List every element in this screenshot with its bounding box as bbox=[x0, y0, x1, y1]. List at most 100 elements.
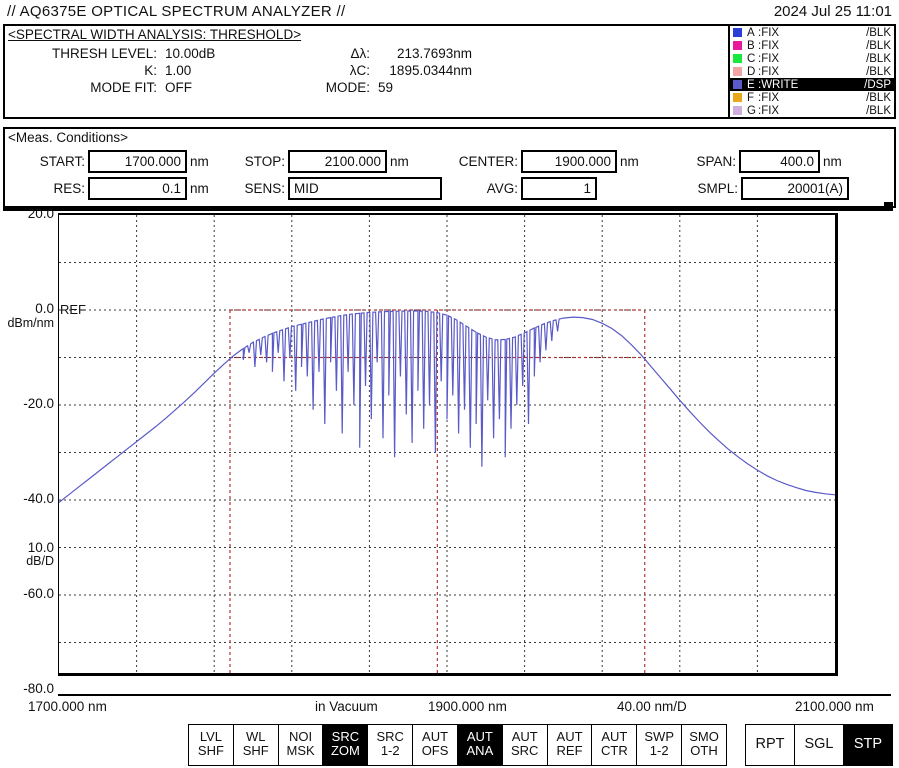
trace-mode-label: :FIX bbox=[758, 91, 780, 104]
trace-row-c[interactable]: C:FIX/BLK bbox=[730, 52, 894, 65]
trace-status-label: /BLK bbox=[866, 39, 891, 52]
center-input[interactable]: 1900.000 bbox=[521, 149, 617, 173]
y-tick--20db: -20.0 bbox=[23, 396, 54, 411]
ref-level-label: REF bbox=[60, 302, 86, 317]
softkey-smo-oth[interactable]: SMO OTH bbox=[681, 725, 726, 765]
trace-mode-label: :FIX bbox=[758, 65, 780, 78]
span-input[interactable]: 400.0 bbox=[739, 149, 820, 173]
trace-mode-label: :WRITE bbox=[758, 78, 799, 91]
softkey-lvl-shf[interactable]: LVL SHF bbox=[189, 725, 233, 765]
stop-label: STOP: bbox=[244, 153, 285, 169]
softkey-src-zom[interactable]: SRC ZOM bbox=[322, 725, 368, 765]
trace-row-f[interactable]: F:FIX/BLK bbox=[730, 91, 894, 104]
spectrum-plot-area[interactable] bbox=[58, 213, 838, 676]
mode-count-row: MODE: 59 bbox=[255, 80, 393, 97]
softkey-aut-ofs[interactable]: AUT OFS bbox=[412, 725, 457, 765]
softkey-label-line1: AUT bbox=[601, 729, 628, 744]
softkey-wl-shf[interactable]: WL SHF bbox=[232, 725, 278, 765]
mode-count-label: MODE: bbox=[325, 80, 370, 95]
smpl-input[interactable]: 20001(A) bbox=[741, 176, 849, 200]
softkey-aut-ctr[interactable]: AUT CTR bbox=[591, 725, 636, 765]
softkey-src-1-2[interactable]: SRC 1-2 bbox=[367, 725, 412, 765]
trace-id-label: A bbox=[747, 26, 755, 39]
softkey-menu-bar: LVL SHF WL SHF NOI MSK SRC ZOM SRC 1-2 AUT OFS AUT AN… bbox=[188, 724, 727, 766]
softkey-label-line1: SMO bbox=[689, 729, 719, 744]
softkey-label-line2: REF bbox=[556, 743, 583, 758]
delta-lambda-row: Δλ: 213.7693nm bbox=[255, 46, 472, 63]
mode-count-value: 59 bbox=[378, 80, 394, 95]
delta-lambda-label: Δλ: bbox=[350, 46, 370, 61]
sweep-key-stp[interactable]: STP bbox=[843, 725, 892, 765]
trace-row-d[interactable]: D:FIX/BLK bbox=[730, 65, 894, 78]
sweep-key-sgl[interactable]: SGL bbox=[794, 725, 843, 765]
x-axis-center-label: 1900.000 nm bbox=[428, 699, 507, 714]
center-label: CENTER: bbox=[458, 153, 518, 169]
softkey-aut-ana[interactable]: AUT ANA bbox=[456, 725, 502, 765]
sens-input[interactable]: MID bbox=[288, 176, 442, 200]
softkey-label-line2: SHF bbox=[242, 743, 269, 758]
trace-color-swatch bbox=[733, 28, 742, 37]
trace-id-label: E bbox=[747, 78, 755, 91]
trace-id-label: F bbox=[747, 91, 755, 104]
spectrum-trace-e bbox=[58, 310, 836, 503]
stop-field: STOP: 2100.000 nm bbox=[187, 149, 409, 173]
y-scale-per-div-value: 10.0 bbox=[27, 540, 54, 555]
y-tick--40db: -40.0 bbox=[23, 491, 54, 506]
softkey-label-line2: OTH bbox=[690, 743, 718, 758]
trace-color-swatch bbox=[733, 41, 742, 50]
trace-status-label: /BLK bbox=[866, 104, 891, 117]
softkey-swp-1-2[interactable]: SWP 1-2 bbox=[636, 725, 681, 765]
softkey-label-line1: SRC bbox=[376, 729, 404, 744]
stop-unit: nm bbox=[390, 153, 409, 169]
softkey-label-line1: LVL bbox=[199, 729, 222, 744]
y-tick-20db: 20.0 bbox=[27, 206, 54, 221]
sens-label: SENS: bbox=[244, 180, 285, 196]
trace-status-label: /BLK bbox=[866, 26, 891, 39]
thresh-level-row: THRESH LEVEL: 10.00dB bbox=[7, 46, 215, 63]
softkey-label-line2: 1-2 bbox=[649, 743, 669, 758]
avg-field: AVG: 1 bbox=[407, 176, 597, 200]
y-tick--80db: -80.0 bbox=[23, 681, 54, 696]
y-scale-per-div-unit: dB/D bbox=[26, 554, 54, 568]
mode-fit-label: MODE FIT: bbox=[90, 80, 157, 95]
trace-mode-label: :FIX bbox=[758, 104, 780, 117]
spectral-width-analysis-panel: <SPECTRAL WIDTH ANALYSIS: THRESHOLD> THR… bbox=[3, 24, 896, 119]
softkey-aut-src[interactable]: AUT SRC bbox=[501, 725, 547, 765]
softkey-aut-ref[interactable]: AUT REF bbox=[546, 725, 592, 765]
meas-conditions-panel: <Meas. Conditions> START: 1700.000 nm STOP:… bbox=[3, 127, 896, 208]
trace-id-label: B bbox=[747, 39, 755, 52]
stop-input[interactable]: 2100.000 bbox=[288, 149, 387, 173]
x-axis-medium-label: in Vacuum bbox=[315, 699, 378, 714]
center-unit: nm bbox=[620, 153, 639, 169]
softkey-noi-msk[interactable]: NOI MSK bbox=[277, 725, 323, 765]
trace-row-a[interactable]: A:FIX/BLK bbox=[730, 26, 894, 39]
softkey-label-line2: MSK bbox=[286, 743, 315, 758]
trace-mode-label: :FIX bbox=[758, 39, 780, 52]
k-row: K: 1.00 bbox=[7, 63, 191, 80]
trace-id-label: G bbox=[747, 104, 756, 117]
trace-row-g[interactable]: G:FIX/BLK bbox=[730, 104, 894, 117]
meas-conditions-header: <Meas. Conditions> bbox=[8, 130, 129, 145]
start-label: START: bbox=[39, 153, 85, 169]
softkey-label-line1: NOI bbox=[289, 729, 313, 744]
x-axis-start-label: 1700.000 nm bbox=[28, 699, 107, 714]
y-tick-0db: 0.0 bbox=[35, 301, 54, 316]
softkey-label-line1: AUT bbox=[422, 729, 449, 744]
trace-color-swatch bbox=[733, 93, 742, 102]
start-unit: nm bbox=[190, 153, 209, 169]
lambda-c-value: 1895.0344nm bbox=[389, 63, 472, 78]
start-input[interactable]: 1700.000 bbox=[88, 149, 187, 173]
res-input[interactable]: 0.1 bbox=[88, 176, 187, 200]
softkey-label-line1: SRC bbox=[331, 729, 360, 744]
sweep-key-rpt[interactable]: RPT bbox=[755, 736, 785, 752]
title-bar: // AQ6375E OPTICAL SPECTRUM ANALYZER // … bbox=[0, 0, 899, 24]
trace-row-e[interactable]: E:WRITE/DSP bbox=[730, 78, 894, 91]
avg-input[interactable]: 1 bbox=[521, 176, 597, 200]
trace-row-b[interactable]: B:FIX/BLK bbox=[730, 39, 894, 52]
x-axis-stop-label: 2100.000 nm bbox=[795, 699, 874, 714]
trace-id-label: C bbox=[747, 52, 756, 65]
span-unit: nm bbox=[823, 153, 842, 169]
lambda-c-label: λC: bbox=[349, 63, 370, 78]
app-title: // AQ6375E OPTICAL SPECTRUM ANALYZER // bbox=[7, 3, 346, 20]
softkey-label-line2: 1-2 bbox=[380, 743, 400, 758]
